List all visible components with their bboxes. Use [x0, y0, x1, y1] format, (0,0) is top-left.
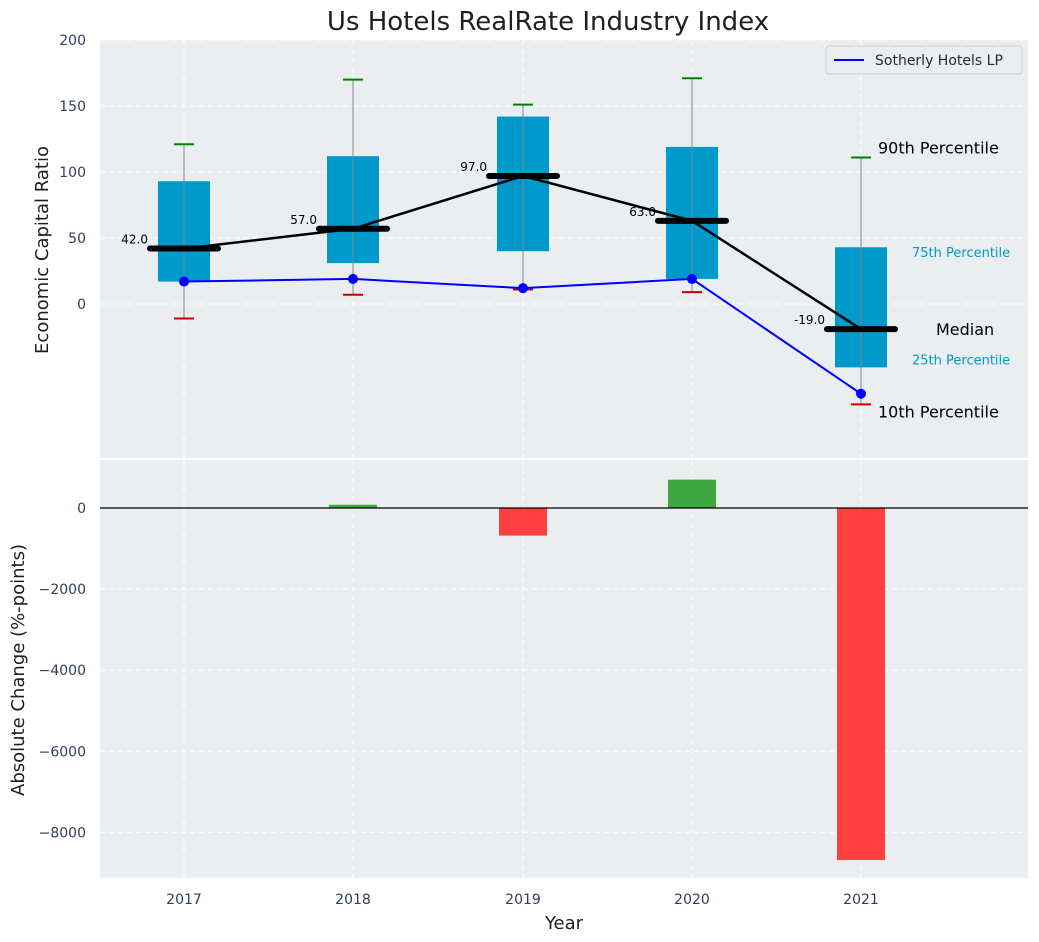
x-tick-label: 2019 [505, 892, 541, 908]
series-point [518, 283, 528, 294]
box-plots: 42.057.097.063.0-19.0 [121, 77, 898, 406]
bottom-y-tick-label: −8000 [39, 825, 86, 841]
change-bar [668, 479, 716, 508]
annotation-p25: 25th Percentile [912, 353, 1010, 368]
median-value-label: 57.0 [290, 213, 317, 227]
x-ticks: 2017 2018 2019 2020 2021 [166, 892, 879, 908]
top-y-tick-label: 0 [77, 297, 86, 313]
top-panel-bg [100, 40, 1028, 458]
top-y-tick-label: 100 [59, 165, 86, 181]
top-y-axis-label: Economic Capital Ratio [32, 146, 53, 354]
x-tick-label: 2017 [166, 892, 202, 908]
legend-box [825, 45, 1023, 75]
bottom-y-tick-label: −4000 [39, 663, 86, 679]
median-value-label: -19.0 [794, 313, 825, 327]
median-value-label: 42.0 [121, 233, 148, 247]
series-point [856, 388, 866, 399]
change-bars [100, 458, 1028, 860]
legend: Sotherly Hotels LP [825, 45, 1023, 75]
top-y-tick-label: 200 [59, 33, 86, 49]
median-trend-line [183, 174, 862, 331]
median-value-label: 97.0 [460, 160, 487, 174]
x-tick-label: 2018 [335, 892, 371, 908]
top-y-ticks: 0 50 100 150 200 [59, 33, 86, 313]
percentile-annotations: 90th Percentile 75th Percentile Median 25th… [878, 138, 1010, 421]
bottom-y-ticks: 0 −2000 −4000 −6000 −8000 [39, 501, 86, 841]
bottom-y-tick-label: −6000 [39, 744, 86, 760]
x-tick-label: 2020 [674, 892, 710, 908]
change-bar [329, 504, 377, 508]
series-point [179, 276, 189, 287]
x-axis-label: Year [544, 913, 584, 934]
annotation-p75: 75th Percentile [912, 246, 1010, 261]
change-bar [499, 508, 547, 536]
chart-title: Us Hotels RealRate Industry Index [327, 7, 769, 37]
annotation-p10: 10th Percentile [878, 402, 999, 421]
change-bar [837, 508, 885, 860]
top-y-tick-label: 50 [68, 231, 86, 247]
top-y-tick-label: 150 [59, 99, 86, 115]
annotation-p90: 90th Percentile [878, 138, 999, 157]
median-trend [183, 174, 862, 331]
bottom-panel-bg [100, 460, 1028, 878]
bottom-y-tick-label: 0 [77, 501, 86, 517]
bottom-y-axis-label: Absolute Change (%-points) [8, 544, 29, 796]
bottom-y-tick-label: −2000 [39, 582, 86, 598]
series-point [348, 273, 358, 284]
x-tick-label: 2021 [843, 892, 879, 908]
company-series [179, 273, 866, 399]
annotation-median: Median [936, 320, 994, 339]
series-point [687, 273, 697, 284]
legend-label: Sotherly Hotels LP [875, 53, 1003, 69]
